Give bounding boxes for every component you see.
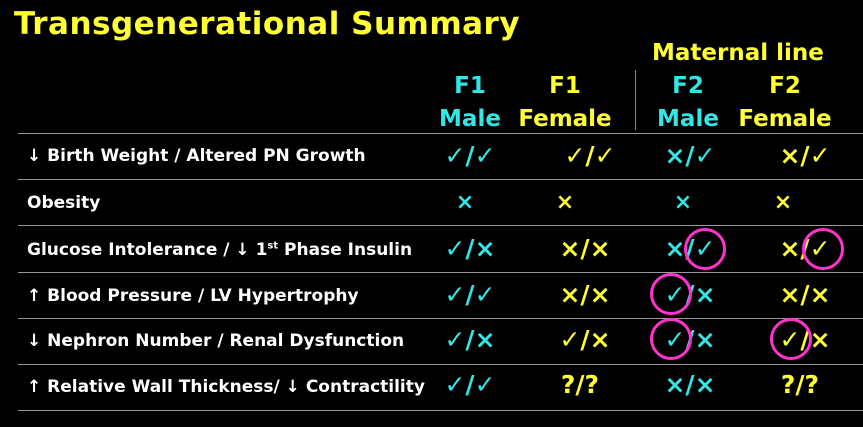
- row-label: ↑ Blood Pressure / LV Hypertrophy: [27, 286, 359, 306]
- table-divider: [18, 225, 863, 226]
- cell-f1-female: ?/?: [560, 370, 600, 399]
- column-divider: [635, 70, 636, 130]
- highlight-circle: [684, 228, 726, 270]
- column-header-f1-male: F1 Male: [430, 70, 510, 136]
- cell-f1-female: ×/×: [559, 234, 611, 263]
- cell-f1-female: ×/×: [559, 280, 611, 309]
- cell-f2-female: ?/?: [780, 370, 820, 399]
- table-divider: [18, 410, 863, 411]
- column-header-f2-male: F2 Male: [648, 70, 728, 136]
- table-divider: [18, 272, 863, 273]
- table-divider: [18, 364, 863, 365]
- table-divider: [18, 318, 863, 319]
- row-label: Glucose Intolerance / ↓ 1st Phase Insuli…: [27, 240, 413, 260]
- highlight-circle: [650, 273, 692, 315]
- cell-f1-male: ✓/✓: [444, 280, 496, 309]
- cell-f2-male: ×/✓: [664, 141, 716, 170]
- row-label: ↑ Relative Wall Thickness/ ↓ Contractili…: [27, 377, 425, 397]
- highlight-circle: [770, 318, 812, 360]
- cell-f1-male: ✓/×: [444, 234, 496, 263]
- cell-f2-male: ×: [673, 190, 693, 215]
- column-sex: Female: [738, 106, 832, 132]
- cell-f2-female: ×/×: [779, 280, 831, 309]
- column-gen: F2: [672, 73, 704, 99]
- column-gen: F1: [549, 73, 581, 99]
- highlight-circle: [802, 228, 844, 270]
- column-header-f2-female: F2 Female: [735, 70, 835, 136]
- row-label: ↓ Birth Weight / Altered PN Growth: [27, 146, 366, 166]
- table-divider: [18, 133, 863, 134]
- slide-title: Transgenerational Summary: [14, 6, 521, 42]
- column-sex: Female: [518, 106, 612, 132]
- row-label: Obesity: [27, 193, 101, 213]
- cell-f1-female: ×: [555, 190, 575, 215]
- column-gen: F1: [454, 73, 486, 99]
- cell-f2-female: ×: [773, 190, 793, 215]
- cell-f1-female: ✓/✓: [564, 141, 616, 170]
- cell-f1-male: ×: [455, 190, 475, 215]
- table-divider: [18, 179, 863, 180]
- column-header-f1-female: F1 Female: [515, 70, 615, 136]
- column-sex: Male: [439, 106, 501, 132]
- column-gen: F2: [769, 73, 801, 99]
- column-sex: Male: [657, 106, 719, 132]
- cell-f1-male: ✓/×: [444, 325, 496, 354]
- maternal-line-label: Maternal line: [652, 40, 824, 66]
- cell-f1-male: ✓/✓: [444, 370, 496, 399]
- cell-f1-male: ✓/✓: [444, 141, 496, 170]
- cell-f1-female: ✓/×: [559, 325, 611, 354]
- cell-f2-male: ×/×: [664, 370, 716, 399]
- row-label: ↓ Nephron Number / Renal Dysfunction: [27, 331, 405, 351]
- cell-f2-female: ×/✓: [779, 141, 831, 170]
- highlight-circle: [650, 318, 692, 360]
